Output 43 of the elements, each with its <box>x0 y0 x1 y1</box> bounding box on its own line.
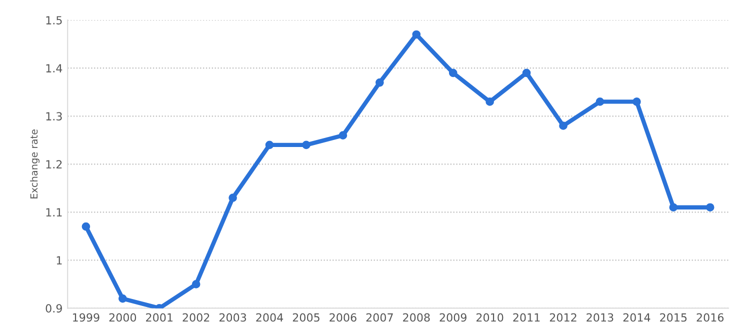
x-tick-label: 2015 <box>660 313 687 322</box>
point <box>338 131 348 140</box>
point <box>448 68 458 78</box>
y-tick-label: 1.3 <box>46 112 62 121</box>
point <box>669 203 678 212</box>
point <box>118 294 127 303</box>
x-tick-label: 2007 <box>366 313 393 322</box>
x-tick-label: 2001 <box>146 313 172 322</box>
point <box>632 98 641 106</box>
x-tick-label: 2005 <box>292 313 320 322</box>
x-tick-label: 2006 <box>330 313 356 322</box>
x-tick-label: 2011 <box>513 313 540 322</box>
point <box>596 98 604 106</box>
x-tick-label: 2016 <box>696 313 724 322</box>
x-tick-label: 2004 <box>256 313 284 322</box>
point <box>559 122 568 130</box>
x-tick-label: 2009 <box>440 313 466 322</box>
point <box>228 194 237 202</box>
y-tick-label: 0.9 <box>46 304 62 313</box>
x-tick-label: 2002 <box>182 313 210 322</box>
point <box>486 98 494 106</box>
y-tick-label: 1.5 <box>46 16 62 24</box>
point <box>522 68 531 78</box>
y-tick-label: 1.2 <box>46 160 62 168</box>
y-tick-label: 1.1 <box>46 208 62 216</box>
x-tick-label: 2003 <box>219 313 246 322</box>
x-tick-label: 2010 <box>476 313 504 322</box>
x-tick-label: 2008 <box>403 313 430 322</box>
point <box>706 203 714 212</box>
point <box>82 222 90 231</box>
point <box>412 30 421 39</box>
point <box>265 140 274 150</box>
y-tick-label: 1.4 <box>46 64 62 72</box>
point <box>302 140 310 150</box>
x-tick-label: 1999 <box>73 313 100 322</box>
x-tick-label: 2014 <box>623 313 650 322</box>
point <box>376 78 384 87</box>
y-axis-title: Exchange rate <box>30 129 40 198</box>
x-tick-label: 2013 <box>586 313 614 322</box>
point <box>192 280 200 288</box>
y-tick-label: 1 <box>56 256 62 264</box>
x-tick-label: 2012 <box>550 313 576 322</box>
x-tick-label: 2000 <box>109 313 136 322</box>
